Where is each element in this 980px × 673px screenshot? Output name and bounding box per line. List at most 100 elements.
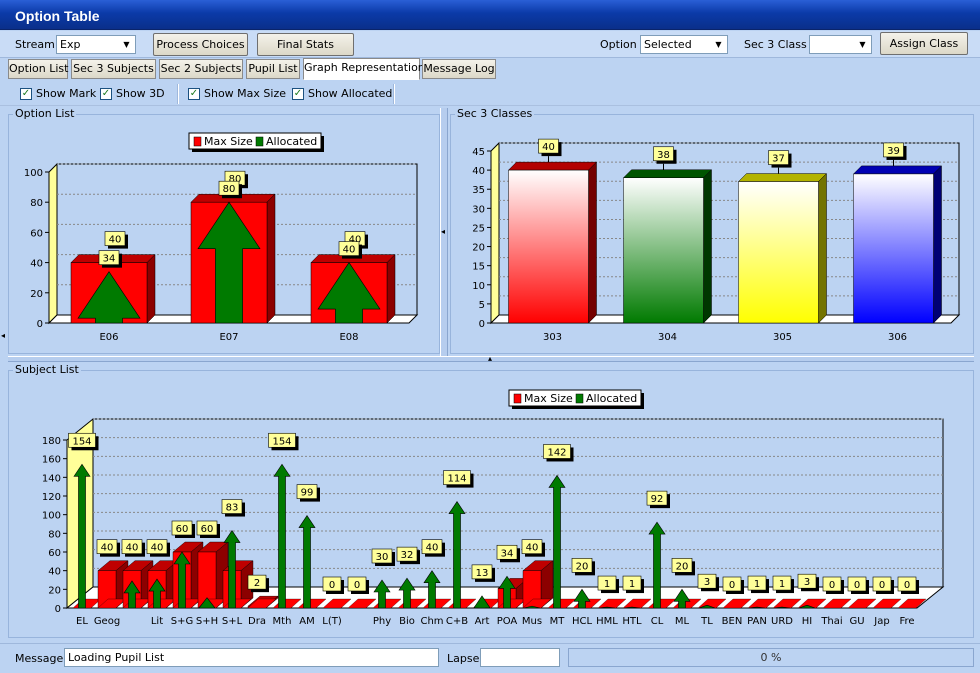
allocated-data-label-box [218,180,240,196]
process-choices-button[interactable]: Process Choices [153,33,248,56]
x-tick-label: 303 [543,332,562,343]
option-select[interactable]: Selected ▼ [640,35,728,54]
tab-sec3-subjects[interactable]: Sec 3 Subjects [71,59,156,79]
tab-graph-representation[interactable]: Graph Representation [303,58,425,80]
allocated-arrow [573,588,591,609]
y-tick-label: 35 [472,185,485,196]
allocated-arrow [73,463,91,609]
allocated-arrow [197,201,261,324]
x-tick-label: EL [76,616,88,627]
bar-side [588,161,597,324]
x-tick-label: S+L [222,616,243,627]
assign-class-button[interactable]: Assign Class [880,32,968,55]
x-tick-label: HML [596,616,618,627]
subject-data-label-box [872,576,892,592]
y-tick-label: 60 [48,548,61,559]
y-tick-label: 80 [30,198,43,209]
allocated-arrow [673,588,691,609]
show-allocated-checkbox[interactable]: ✓ Show Allocated [292,87,393,100]
subject-data-label: 0 [879,580,885,591]
y-tick-label: 25 [472,223,485,234]
subject-data-label-box [622,575,642,591]
lapse-field [480,648,560,667]
x-tick-label: S+H [196,616,218,627]
bar-front [853,173,934,324]
bar-base [847,598,877,609]
allocated-arrow [198,597,216,609]
y-tick-label: 80 [48,529,61,540]
x-tick-label: Dra [248,616,266,627]
graph-options: ✓ Show Mark ✓ Show 3D ✓ Show Max Size ✓ Show… [0,82,980,106]
bar-side [266,193,276,324]
y-tick-label: 0 [37,319,43,330]
chevron-up-icon[interactable]: ▴ [488,354,493,363]
vertical-splitter[interactable] [440,108,448,356]
chevron-left-icon[interactable]: ◂ [441,227,446,236]
bar-side [146,253,156,324]
x-tick-label: HTL [622,616,642,627]
chevron-down-icon[interactable]: ▼ [854,36,871,53]
x-tick-label: Mus [522,616,542,627]
tab-bar: Option List Sec 3 Subjects Sec 2 Subject… [0,58,980,80]
show-max-size-checkbox[interactable]: ✓ Show Max Size [188,87,286,100]
subject-data-label-box [697,573,717,589]
y-tick-label: 100 [42,511,61,522]
subject-data-label: 114 [447,474,466,485]
show-mark-checkbox[interactable]: ✓ Show Mark [20,87,97,100]
subject-data-label: 0 [829,580,835,591]
plot-side-wall [490,141,500,325]
subject-data-label-box [597,575,617,591]
subject-data-label: 40 [101,543,114,554]
class-data-label: 38 [657,150,670,161]
stream-select[interactable]: Exp ▼ [56,35,136,54]
class-data-label-box [653,146,674,162]
x-tick-label: L(T) [322,616,342,627]
class-data-label: 37 [772,154,785,165]
bar-front [508,169,589,324]
class-data-label-box [883,142,904,158]
x-tick-label: HI [802,616,812,627]
bar-side [933,165,942,324]
sec3-class-select[interactable]: ▼ [809,35,872,54]
allocated-arrow [223,529,241,609]
option-list-title: Option List [13,107,77,120]
option-value: Selected [644,38,692,51]
allocated-arrow [317,262,381,324]
allocated-arrow [773,606,791,609]
allocated-arrow [623,606,641,609]
option-label: Option [600,38,637,51]
y-tick-label: 100 [24,168,43,179]
final-stats-button[interactable]: Final Stats [257,33,354,56]
sec3-classes-chart: 0 5 10 15 20 25 30 35 40 45 40 303 38 304 37 305 39 306 [472,138,961,343]
x-tick-label: Chm [420,616,443,627]
chevron-down-icon[interactable]: ▼ [118,36,135,53]
legend-box [188,132,322,150]
subject-data-label: 60 [201,524,214,535]
tab-sec2-subjects[interactable]: Sec 2 Subjects [159,59,243,79]
show-3d-checkbox[interactable]: ✓ Show 3D [100,87,165,100]
tab-pupil-list[interactable]: Pupil List [246,59,300,79]
y-tick-label: 30 [472,204,485,215]
subject-data-label-box [121,539,143,554]
tab-option-list[interactable]: Option List [8,59,68,79]
subject-data-label-box [171,520,193,536]
x-tick-label: 304 [658,332,677,343]
bar-top [622,169,713,179]
subject-data-label: 99 [301,488,314,499]
chevron-left-icon[interactable]: ◂ [1,331,6,340]
tab-message-log[interactable]: Message Log [422,59,496,79]
y-tick-label: 0 [479,319,485,330]
x-tick-label: Geog [94,616,120,627]
bar-base [822,598,852,609]
allocated-arrow [77,271,141,324]
allocated-arrow [423,570,441,609]
y-tick-label: 0 [55,604,61,615]
subject-data-label-box [646,490,668,506]
x-tick-label: Thai [820,616,842,627]
horizontal-splitter[interactable] [8,356,974,362]
chevron-down-icon[interactable]: ▼ [710,36,727,53]
x-tick-label: C+B [446,616,468,627]
subject-data-label-box [722,576,742,592]
allocated-arrow [473,595,491,609]
